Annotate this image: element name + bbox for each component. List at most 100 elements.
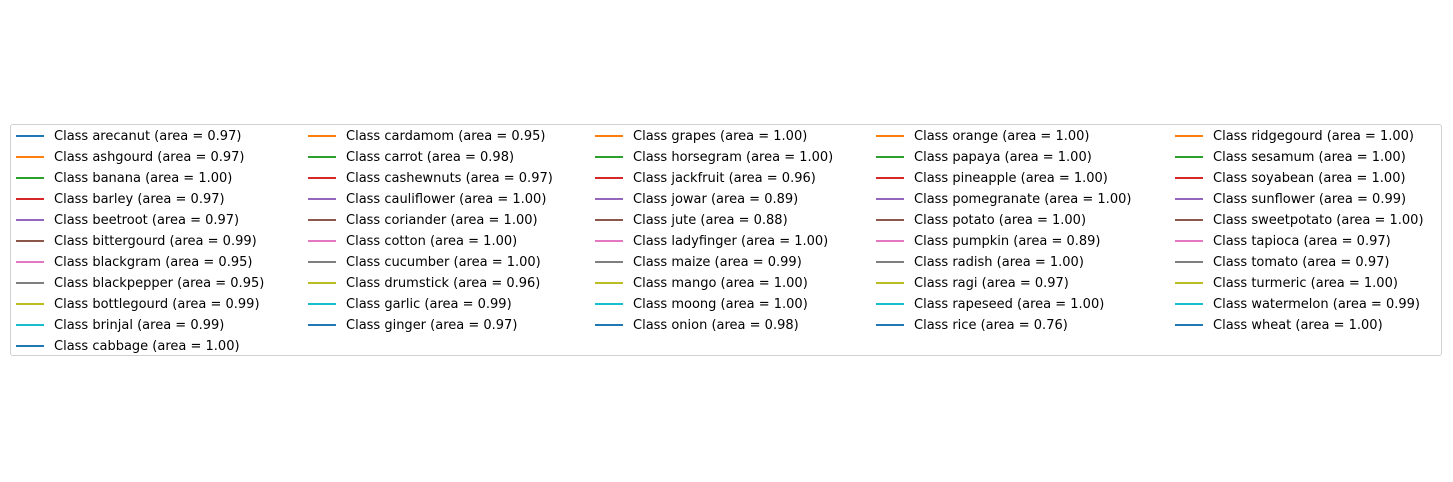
legend-label: Class pineapple (area = 1.00) (914, 170, 1108, 186)
legend-label: Class blackpepper (area = 0.95) (54, 275, 265, 291)
legend-line-swatch (1175, 135, 1203, 137)
legend-label: Class ridgegourd (area = 1.00) (1213, 128, 1414, 144)
legend-entry: Class cardamom (area = 0.95) (308, 126, 545, 147)
legend-entry: Class jowar (area = 0.89) (595, 189, 798, 210)
legend-line-swatch (595, 156, 623, 158)
legend-line-swatch (1175, 198, 1203, 200)
legend-label: Class blackgram (area = 0.95) (54, 254, 253, 270)
legend-entry: Class soyabean (area = 1.00) (1175, 168, 1406, 189)
legend-line-swatch (876, 198, 904, 200)
legend-entry: Class tomato (area = 0.97) (1175, 252, 1389, 273)
legend-line-swatch (16, 240, 44, 242)
legend-line-swatch (308, 156, 336, 158)
legend-line-swatch (876, 324, 904, 326)
legend-line-swatch (595, 240, 623, 242)
legend-label: Class drumstick (area = 0.96) (346, 275, 541, 291)
legend-entry: Class papaya (area = 1.00) (876, 147, 1092, 168)
legend-label: Class maize (area = 0.99) (633, 254, 802, 270)
legend-entry: Class carrot (area = 0.98) (308, 147, 514, 168)
legend-label: Class banana (area = 1.00) (54, 170, 233, 186)
legend-line-swatch (16, 219, 44, 221)
legend-line-swatch (595, 282, 623, 284)
legend-entry: Class arecanut (area = 0.97) (16, 126, 241, 147)
legend-label: Class pomegranate (area = 1.00) (914, 191, 1132, 207)
legend-entry: Class pineapple (area = 1.00) (876, 168, 1108, 189)
legend-label: Class cauliflower (area = 1.00) (346, 191, 547, 207)
legend-label: Class jowar (area = 0.89) (633, 191, 799, 207)
legend-line-swatch (876, 177, 904, 179)
legend-label: Class moong (area = 1.00) (633, 296, 808, 312)
legend-line-swatch (876, 156, 904, 158)
legend-label: Class horsegram (area = 1.00) (633, 149, 834, 165)
legend-line-swatch (308, 282, 336, 284)
legend-line-swatch (16, 198, 44, 200)
legend-line-swatch (308, 303, 336, 305)
legend-entry: Class cotton (area = 1.00) (308, 231, 517, 252)
legend-line-swatch (308, 240, 336, 242)
legend-entry: Class garlic (area = 0.99) (308, 294, 512, 315)
legend-entry: Class brinjal (area = 0.99) (16, 315, 224, 336)
legend-label: Class ragi (area = 0.97) (914, 275, 1069, 291)
legend-label: Class ginger (area = 0.97) (346, 317, 518, 333)
legend-entry: Class coriander (area = 1.00) (308, 210, 538, 231)
legend-label: Class ashgourd (area = 0.97) (54, 149, 245, 165)
legend-line-swatch (595, 177, 623, 179)
legend-entry: Class moong (area = 1.00) (595, 294, 808, 315)
legend-line-swatch (16, 282, 44, 284)
legend-entry: Class blackpepper (area = 0.95) (16, 273, 264, 294)
legend-line-swatch (876, 303, 904, 305)
legend-entry: Class sesamum (area = 1.00) (1175, 147, 1406, 168)
legend-entry: Class watermelon (area = 0.99) (1175, 294, 1420, 315)
legend-label: Class cashewnuts (area = 0.97) (346, 170, 553, 186)
legend-entry: Class blackgram (area = 0.95) (16, 252, 252, 273)
legend-line-swatch (308, 198, 336, 200)
legend-label: Class turmeric (area = 1.00) (1213, 275, 1398, 291)
legend-label: Class coriander (area = 1.00) (346, 212, 538, 228)
legend-line-swatch (876, 219, 904, 221)
legend-label: Class jute (area = 0.88) (633, 212, 788, 228)
legend-entry: Class maize (area = 0.99) (595, 252, 802, 273)
legend-line-swatch (595, 303, 623, 305)
legend-line-swatch (16, 177, 44, 179)
legend-label: Class bottlegourd (area = 0.99) (54, 296, 260, 312)
legend-line-swatch (1175, 177, 1203, 179)
legend-entry: Class cucumber (area = 1.00) (308, 252, 541, 273)
legend-entry: Class turmeric (area = 1.00) (1175, 273, 1398, 294)
legend-label: Class cucumber (area = 1.00) (346, 254, 541, 270)
legend-label: Class rice (area = 0.76) (914, 317, 1068, 333)
legend-label: Class wheat (area = 1.00) (1213, 317, 1383, 333)
legend-entry: Class wheat (area = 1.00) (1175, 315, 1383, 336)
legend-entry: Class cauliflower (area = 1.00) (308, 189, 546, 210)
legend-label: Class jackfruit (area = 0.96) (633, 170, 816, 186)
legend-label: Class grapes (area = 1.00) (633, 128, 808, 144)
legend-line-swatch (1175, 156, 1203, 158)
legend-line-swatch (16, 156, 44, 158)
legend-line-swatch (308, 324, 336, 326)
legend-line-swatch (16, 303, 44, 305)
legend-label: Class watermelon (area = 0.99) (1213, 296, 1420, 312)
legend-line-swatch (1175, 324, 1203, 326)
legend-line-swatch (1175, 240, 1203, 242)
legend-entry: Class barley (area = 0.97) (16, 189, 225, 210)
legend-entry: Class mango (area = 1.00) (595, 273, 808, 294)
legend-label: Class papaya (area = 1.00) (914, 149, 1092, 165)
legend-line-swatch (16, 324, 44, 326)
legend-line-swatch (308, 261, 336, 263)
legend-entry: Class banana (area = 1.00) (16, 168, 232, 189)
legend-entry: Class rapeseed (area = 1.00) (876, 294, 1104, 315)
legend-line-swatch (595, 219, 623, 221)
legend-entry: Class grapes (area = 1.00) (595, 126, 807, 147)
legend-line-swatch (308, 177, 336, 179)
legend-label: Class orange (area = 1.00) (914, 128, 1090, 144)
legend-entry: Class ridgegourd (area = 1.00) (1175, 126, 1414, 147)
legend-line-swatch (308, 219, 336, 221)
legend-line-swatch (595, 324, 623, 326)
legend-label: Class arecanut (area = 0.97) (54, 128, 242, 144)
legend-label: Class ladyfinger (area = 1.00) (633, 233, 829, 249)
legend-entry: Class sunflower (area = 0.99) (1175, 189, 1406, 210)
legend-line-swatch (595, 135, 623, 137)
legend-entry: Class horsegram (area = 1.00) (595, 147, 833, 168)
legend-label: Class rapeseed (area = 1.00) (914, 296, 1105, 312)
legend-label: Class brinjal (area = 0.99) (54, 317, 225, 333)
legend-entry: Class ladyfinger (area = 1.00) (595, 231, 828, 252)
